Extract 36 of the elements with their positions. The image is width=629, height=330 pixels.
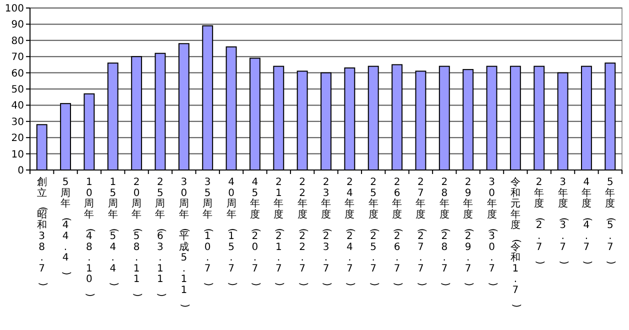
y-tick-label: 20 <box>11 133 24 144</box>
category-label: 26年度(26.7) <box>392 177 404 286</box>
category-label: 30年度(30.7) <box>486 177 498 286</box>
category-label: 45年度(20.7) <box>250 177 262 286</box>
category-label: 創立(昭和38.7) <box>36 177 48 286</box>
x-tick-label: 4年度(4.7) <box>581 177 593 265</box>
category-label: 25周年(63.11) <box>155 177 166 297</box>
y-tick-label: 80 <box>11 36 24 47</box>
category-label: 28年度(28.7) <box>439 177 450 286</box>
category-label: 40周年(15.7) <box>226 177 238 286</box>
x-tick-label: 3年度(3.7) <box>558 177 569 265</box>
category-label: 5周年(44.4) <box>60 177 72 276</box>
y-tick-label: 60 <box>11 68 24 80</box>
category-label: 令和元年度(令和1.7) <box>510 177 522 308</box>
y-tick-label: 70 <box>11 52 24 64</box>
category-label: 10周年(48.10) <box>84 177 96 297</box>
category-label: 35周年(10.7) <box>202 177 214 286</box>
category-label: 22年度(22.7) <box>297 177 308 286</box>
x-tick-label: 2年度(2.7) <box>534 177 546 265</box>
y-tick-label: 50 <box>11 84 24 96</box>
y-tick-label: 10 <box>11 149 24 160</box>
category-label: 23年度(23.7) <box>321 177 332 286</box>
y-tick-label: 100 <box>4 4 24 14</box>
y-tick-label: 40 <box>11 100 24 112</box>
x-tick-label: 5年度(5.7) <box>605 177 616 265</box>
y-tick-label: 0 <box>18 166 24 176</box>
category-label: 25年度(25.7) <box>368 177 380 286</box>
category-label: 20周年(58.11) <box>132 177 143 297</box>
category-label: 29年度(29.7) <box>463 177 474 286</box>
category-label: 27年度(27.7) <box>416 177 427 286</box>
category-label: 15周年(54.4) <box>108 177 119 286</box>
category-label: 30周年(平成5.11) <box>178 177 190 308</box>
y-tick-label: 90 <box>11 20 24 31</box>
category-label: 24年度(24.7) <box>344 177 356 286</box>
category-label: 21年度(21.7) <box>274 177 285 286</box>
y-tick-label: 30 <box>11 116 24 128</box>
